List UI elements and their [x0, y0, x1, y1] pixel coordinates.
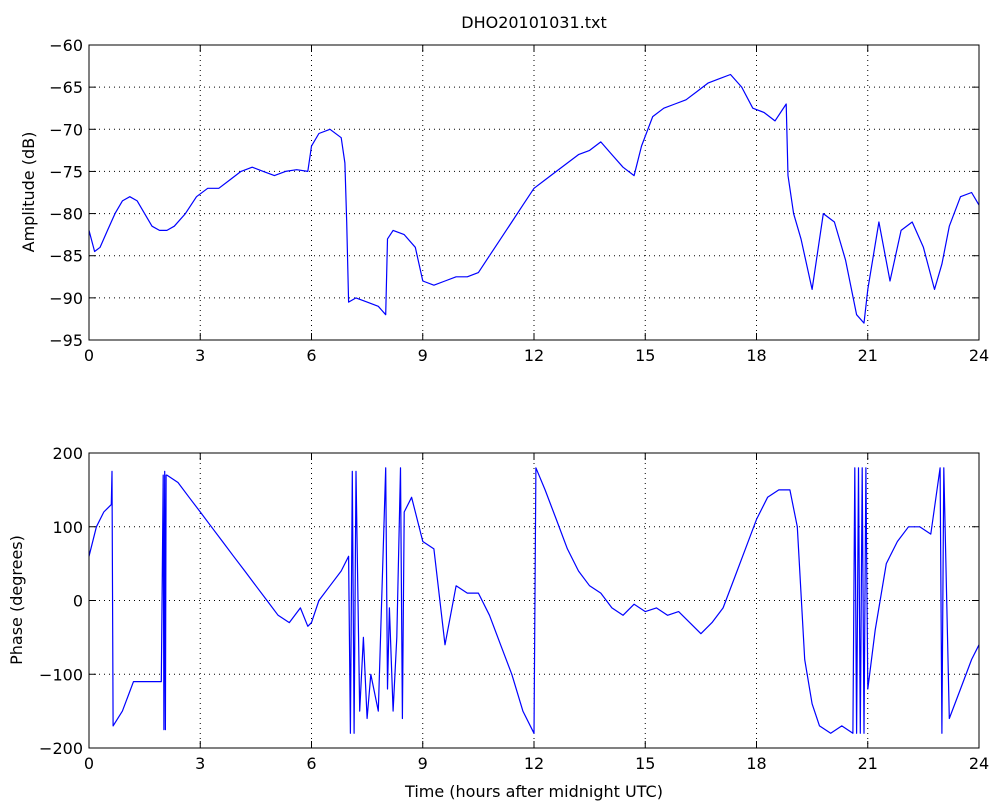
phase-y-axis-label: Phase (degrees) — [7, 535, 26, 665]
amplitude-panel: 0 3 6 9 12 15 18 21 24 −95 −90 −85 −80 −75 −70 −65 −60 D… — [19, 13, 989, 365]
amplitude-title: DHO20101031.txt — [461, 13, 606, 32]
phase-x-tick-label: 6 — [306, 754, 316, 773]
amplitude-y-axis-label: Amplitude (dB) — [19, 132, 38, 253]
phase-x-tick-label: 24 — [969, 754, 989, 773]
amplitude-line-group — [88, 73, 980, 324]
phase-x-tick-label: 15 — [635, 754, 655, 773]
amplitude-y-tick-label: −75 — [49, 162, 83, 181]
amplitude-x-tick-label: 21 — [858, 346, 878, 365]
amplitude-y-tick-label: −90 — [49, 289, 83, 308]
amplitude-x-tick-label: 24 — [969, 346, 989, 365]
phase-y-tick-label: 200 — [52, 444, 83, 463]
amplitude-x-tick-label: 3 — [195, 346, 205, 365]
amplitude-x-tick-label: 18 — [746, 346, 766, 365]
amplitude-y-tick-label: −95 — [49, 331, 83, 350]
phase-panel: 0 3 6 9 12 15 18 21 24 −200 −100 0 100 200 Time (hour… — [7, 444, 989, 801]
amplitude-ticks — [88, 44, 980, 341]
phase-series-line — [88, 467, 980, 734]
phase-x-tick-label: 0 — [84, 754, 94, 773]
phase-tick-labels: 0 3 6 9 12 15 18 21 24 −200 −100 0 100 200 — [39, 444, 989, 773]
amplitude-series-line — [88, 73, 980, 324]
amplitude-y-tick-label: −60 — [49, 36, 83, 55]
phase-x-tick-label: 3 — [195, 754, 205, 773]
amplitude-y-tick-label: −85 — [49, 247, 83, 266]
phase-x-tick-label: 21 — [858, 754, 878, 773]
amplitude-y-tick-label: −70 — [49, 120, 83, 139]
phase-y-tick-label: −100 — [39, 665, 83, 684]
phase-x-tick-label: 12 — [524, 754, 544, 773]
phase-y-tick-label: −200 — [39, 739, 83, 758]
phase-x-tick-label: 18 — [746, 754, 766, 773]
phase-y-tick-label: 0 — [73, 592, 83, 611]
amplitude-x-tick-label: 9 — [418, 346, 428, 365]
amplitude-tick-labels: 0 3 6 9 12 15 18 21 24 −95 −90 −85 −80 −75 −70 −65 −60 — [49, 36, 989, 365]
phase-x-tick-label: 9 — [418, 754, 428, 773]
phase-y-tick-label: 100 — [52, 518, 83, 537]
phase-line-group — [88, 467, 980, 734]
amplitude-x-tick-label: 6 — [306, 346, 316, 365]
amplitude-x-tick-label: 15 — [635, 346, 655, 365]
phase-ticks — [88, 452, 980, 749]
phase-x-axis-label: Time (hours after midnight UTC) — [404, 782, 663, 801]
amplitude-x-tick-label: 0 — [84, 346, 94, 365]
amplitude-x-tick-label: 12 — [524, 346, 544, 365]
amplitude-y-tick-label: −80 — [49, 205, 83, 224]
amplitude-y-tick-label: −65 — [49, 78, 83, 97]
